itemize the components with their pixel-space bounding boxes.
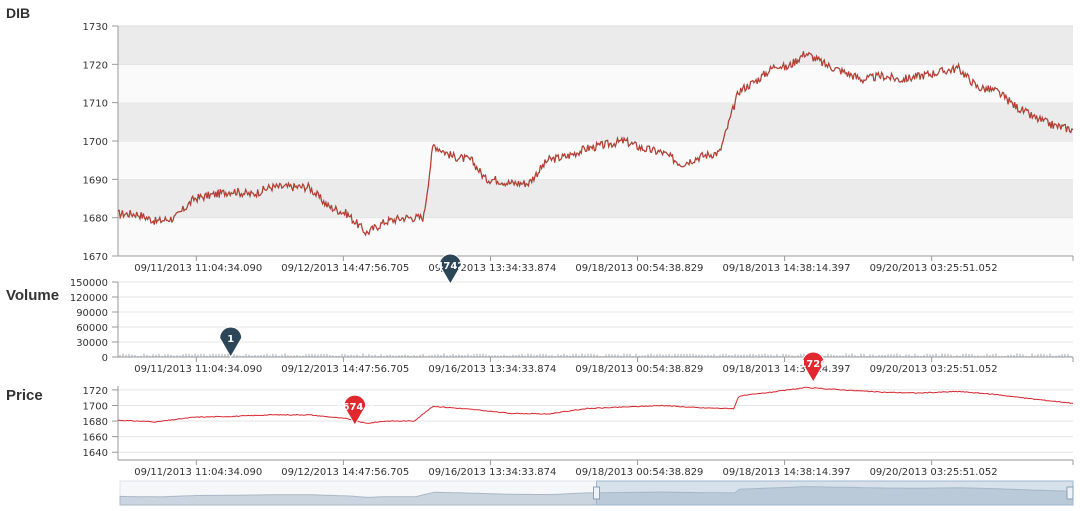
dib-line: [117, 51, 1074, 237]
price-panel-title: Price: [6, 387, 43, 404]
x-tick-label: 09/18/2013 14:38:14.397: [723, 364, 851, 375]
marker-pin-label: 4742: [436, 261, 464, 272]
price-x-axis: 09/11/2013 11:04:34.090 09/12/2013 14:47:…: [118, 459, 1074, 478]
y-tick-label: 1660: [83, 433, 108, 444]
dib-grid-bands: [118, 25, 1073, 256]
price-series: [117, 386, 1074, 424]
marker-pin[interactable]: 1: [219, 326, 243, 358]
marker-pin-shape[interactable]: [438, 253, 462, 285]
dib-x-axis: 09/11/2013 11:04:34.090 09/12/2013 14:47:…: [118, 255, 1074, 274]
volume-x-axis: 09/11/2013 11:04:34.090 09/12/2013 14:47:…: [118, 356, 1074, 375]
price-panel: Price 1640 1660 1680 1700 1720 09/11/2013 11…: [6, 351, 1074, 478]
x-tick-label: 09/16/2013 13:34:33.874: [428, 467, 556, 478]
price-line: [117, 386, 1074, 424]
price-y-axis: 1640 1660 1680 1700 1720: [83, 386, 119, 460]
marker-pin[interactable]: 1726: [799, 351, 827, 383]
volume-grid: [118, 281, 1073, 358]
y-tick-label: 90000: [76, 308, 108, 319]
volume-y-axis: 0 30000 60000 90000 120000 150000: [70, 278, 119, 364]
y-tick-label: 150000: [70, 278, 108, 289]
x-tick-label: 09/20/2013 03:25:51.052: [870, 467, 998, 478]
range-navigator[interactable]: [119, 480, 1074, 506]
x-tick-label: 09/18/2013 00:54:38.829: [575, 467, 703, 478]
price-pins[interactable]: 1674.7 1726: [336, 351, 828, 427]
dib-series: [117, 51, 1074, 237]
x-tick-label: 09/18/2013 14:38:14.397: [723, 263, 851, 274]
marker-pin[interactable]: 1674.7: [336, 394, 375, 427]
x-tick-label: 09/12/2013 14:47:56.705: [281, 263, 409, 274]
y-tick-label: 1710: [83, 99, 108, 110]
y-tick-label: 0: [102, 353, 108, 364]
grid-band: [118, 64, 1073, 103]
marker-pin-label: 1674.7: [336, 402, 375, 413]
marker-pin-label: 1726: [799, 359, 827, 370]
x-tick-label: 09/11/2013 11:04:34.090: [134, 467, 262, 478]
x-tick-label: 09/16/2013 13:34:33.874: [428, 263, 556, 274]
dib-panel: DIB 1670 1680 1690 1700 1710 1720 1730 09/11/2…: [6, 5, 1074, 274]
grid-band: [118, 102, 1073, 141]
y-tick-label: 30000: [76, 338, 108, 349]
y-tick-label: 1690: [83, 175, 108, 186]
x-tick-label: 09/18/2013 00:54:38.829: [575, 364, 703, 375]
y-tick-label: 120000: [70, 293, 108, 304]
y-tick-label: 1720: [83, 60, 108, 71]
dib-panel-title: DIB: [6, 5, 30, 21]
marker-pin-shape[interactable]: [343, 394, 367, 427]
y-tick-label: 1700: [83, 137, 108, 148]
marker-pin-label: 1: [227, 334, 234, 345]
navigator-left-handle[interactable]: [593, 486, 600, 500]
volume-panel-title: Volume: [6, 287, 59, 304]
volume-pins[interactable]: 1 4742: [219, 253, 465, 358]
y-tick-label: 1680: [83, 417, 108, 428]
marker-pin[interactable]: 4742: [436, 253, 464, 285]
x-tick-label: 09/18/2013 00:54:38.829: [575, 263, 703, 274]
marker-pin-shape[interactable]: [801, 351, 825, 383]
x-tick-label: 09/11/2013 11:04:34.090: [134, 263, 262, 274]
grid-band: [118, 26, 1073, 65]
x-tick-label: 09/20/2013 03:25:51.052: [870, 263, 998, 274]
y-tick-label: 1700: [83, 401, 108, 412]
x-tick-label: 09/20/2013 03:25:51.052: [870, 364, 998, 375]
y-tick-label: 1670: [83, 252, 108, 263]
dib-y-axis: 1670 1680 1690 1700 1710 1720 1730: [83, 22, 119, 263]
grid-band: [118, 217, 1073, 256]
x-tick-label: 09/16/2013 13:34:33.874: [428, 364, 556, 375]
x-tick-label: 09/18/2013 14:38:14.397: [723, 467, 851, 478]
price-grid: [118, 389, 1073, 453]
y-tick-label: 1730: [83, 22, 108, 33]
y-tick-label: 60000: [76, 323, 108, 334]
x-tick-label: 09/11/2013 11:04:34.090: [134, 364, 262, 375]
y-tick-label: 1640: [83, 448, 108, 459]
x-tick-label: 09/12/2013 14:47:56.705: [281, 364, 409, 375]
navigator-right-handle[interactable]: [1066, 486, 1074, 500]
grid-band: [118, 179, 1073, 218]
navigator-selection[interactable]: [596, 480, 1074, 506]
volume-panel: Volume 0 30000 60000 90000 120000 150000 09/1…: [6, 253, 1074, 375]
marker-pin-shape[interactable]: [219, 326, 243, 358]
x-tick-label: 09/12/2013 14:47:56.705: [281, 467, 409, 478]
y-tick-label: 1680: [83, 214, 108, 225]
y-tick-label: 1720: [83, 386, 108, 397]
